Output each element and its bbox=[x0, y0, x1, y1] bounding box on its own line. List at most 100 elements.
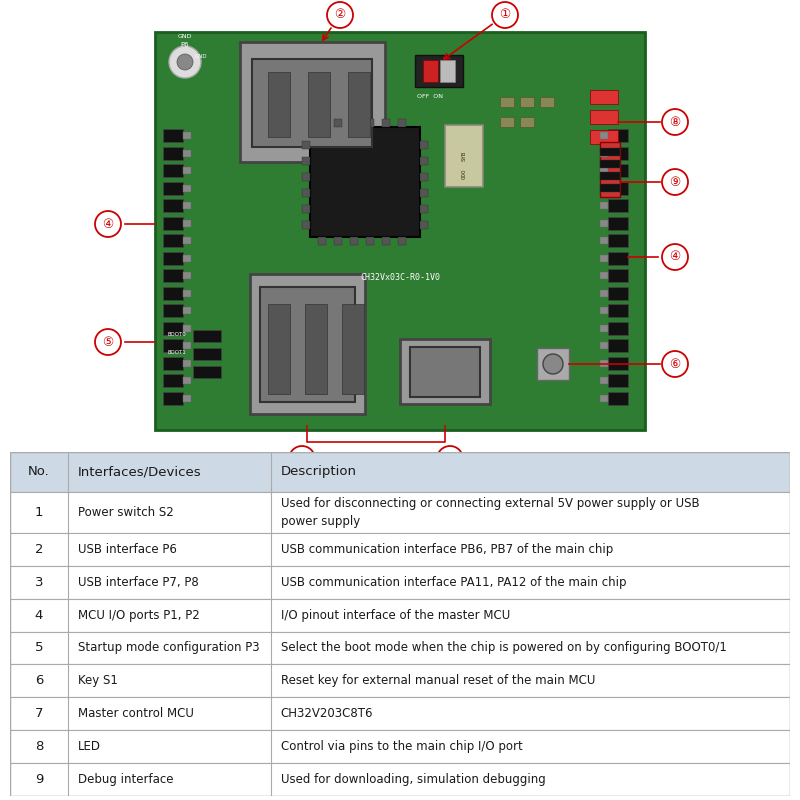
Bar bbox=[600, 325, 608, 331]
Text: ⑤: ⑤ bbox=[102, 335, 114, 349]
Text: MCU I/O ports P1, P2: MCU I/O ports P1, P2 bbox=[78, 609, 199, 622]
Bar bbox=[10, 533, 790, 566]
Bar bbox=[163, 182, 183, 194]
Bar bbox=[398, 119, 406, 127]
Bar bbox=[240, 42, 385, 162]
Bar bbox=[600, 185, 608, 191]
Text: Interfaces/Devices: Interfaces/Devices bbox=[78, 466, 201, 478]
Text: Used for disconnecting or connecting external 5V power supply or USB: Used for disconnecting or connecting ext… bbox=[281, 498, 699, 510]
Bar bbox=[342, 304, 364, 394]
Bar bbox=[193, 348, 221, 360]
Circle shape bbox=[177, 54, 193, 70]
Bar bbox=[423, 60, 438, 82]
Circle shape bbox=[327, 2, 353, 28]
Text: GND: GND bbox=[195, 54, 208, 59]
Bar bbox=[415, 55, 463, 87]
Bar bbox=[334, 119, 342, 127]
Bar bbox=[366, 119, 374, 127]
Bar bbox=[163, 304, 183, 317]
Bar bbox=[600, 172, 620, 180]
Bar bbox=[400, 339, 490, 404]
Text: BOOT0: BOOT0 bbox=[168, 331, 186, 337]
Bar bbox=[318, 119, 326, 127]
Text: 2: 2 bbox=[34, 542, 43, 556]
Circle shape bbox=[169, 46, 201, 78]
Bar bbox=[600, 150, 608, 157]
Text: No.: No. bbox=[28, 466, 50, 478]
Bar bbox=[310, 127, 420, 237]
Bar bbox=[183, 219, 191, 226]
Circle shape bbox=[95, 329, 121, 355]
Bar bbox=[308, 72, 330, 137]
Bar bbox=[600, 237, 608, 244]
Bar bbox=[302, 189, 310, 197]
Bar bbox=[163, 269, 183, 282]
Bar bbox=[600, 132, 608, 139]
Text: 8: 8 bbox=[34, 740, 43, 753]
Bar bbox=[600, 254, 608, 262]
Bar bbox=[302, 221, 310, 229]
Bar bbox=[590, 110, 618, 124]
Bar bbox=[608, 357, 628, 370]
Bar bbox=[183, 359, 191, 366]
Circle shape bbox=[662, 169, 688, 195]
Bar bbox=[183, 202, 191, 209]
Text: ①: ① bbox=[499, 9, 510, 22]
Text: Key S1: Key S1 bbox=[78, 674, 118, 687]
Bar bbox=[608, 251, 628, 265]
Bar bbox=[302, 173, 310, 181]
Bar bbox=[600, 219, 608, 226]
Bar bbox=[163, 357, 183, 370]
Bar bbox=[445, 125, 483, 187]
Bar bbox=[608, 146, 628, 159]
Text: ⑧: ⑧ bbox=[670, 115, 681, 129]
Bar bbox=[382, 237, 390, 245]
Bar bbox=[537, 348, 569, 380]
Bar bbox=[366, 237, 374, 245]
Bar bbox=[260, 287, 355, 402]
Text: ⑥: ⑥ bbox=[670, 358, 681, 370]
Bar bbox=[608, 164, 628, 177]
Bar bbox=[600, 160, 620, 168]
Bar bbox=[608, 129, 628, 142]
Bar bbox=[420, 189, 428, 197]
Text: GND: GND bbox=[178, 34, 192, 39]
Bar bbox=[163, 322, 183, 334]
Bar bbox=[608, 391, 628, 405]
Bar bbox=[183, 150, 191, 157]
Bar bbox=[608, 339, 628, 352]
Bar bbox=[382, 119, 390, 127]
Text: 5: 5 bbox=[34, 642, 43, 654]
Bar bbox=[10, 730, 790, 763]
Bar bbox=[183, 272, 191, 279]
Bar bbox=[318, 237, 326, 245]
Bar bbox=[193, 330, 221, 342]
Text: SYB: SYB bbox=[462, 151, 466, 161]
Bar bbox=[268, 304, 290, 394]
Bar bbox=[163, 164, 183, 177]
Bar bbox=[183, 290, 191, 297]
Circle shape bbox=[662, 244, 688, 270]
Text: 6: 6 bbox=[34, 674, 43, 687]
Bar bbox=[183, 307, 191, 314]
Bar bbox=[590, 130, 618, 144]
Bar bbox=[608, 304, 628, 317]
Bar bbox=[10, 763, 790, 796]
Bar bbox=[600, 307, 608, 314]
Bar bbox=[183, 377, 191, 384]
Bar bbox=[10, 566, 790, 598]
Bar bbox=[10, 665, 790, 698]
Bar bbox=[350, 119, 358, 127]
Bar bbox=[10, 698, 790, 730]
Circle shape bbox=[95, 211, 121, 237]
Text: LED: LED bbox=[78, 740, 101, 753]
Bar bbox=[398, 237, 406, 245]
Text: USB interface P6: USB interface P6 bbox=[78, 542, 177, 556]
Text: Used for downloading, simulation debugging: Used for downloading, simulation debuggi… bbox=[281, 773, 546, 786]
Text: Select the boot mode when the chip is powered on by configuring BOOT0/1: Select the boot mode when the chip is po… bbox=[281, 642, 726, 654]
Bar bbox=[163, 251, 183, 265]
Bar bbox=[10, 452, 790, 491]
Text: I/O pinout interface of the master MCU: I/O pinout interface of the master MCU bbox=[281, 609, 510, 622]
Text: CH32Vx03C-R0-1V0: CH32Vx03C-R0-1V0 bbox=[360, 273, 440, 282]
Bar bbox=[600, 342, 608, 349]
